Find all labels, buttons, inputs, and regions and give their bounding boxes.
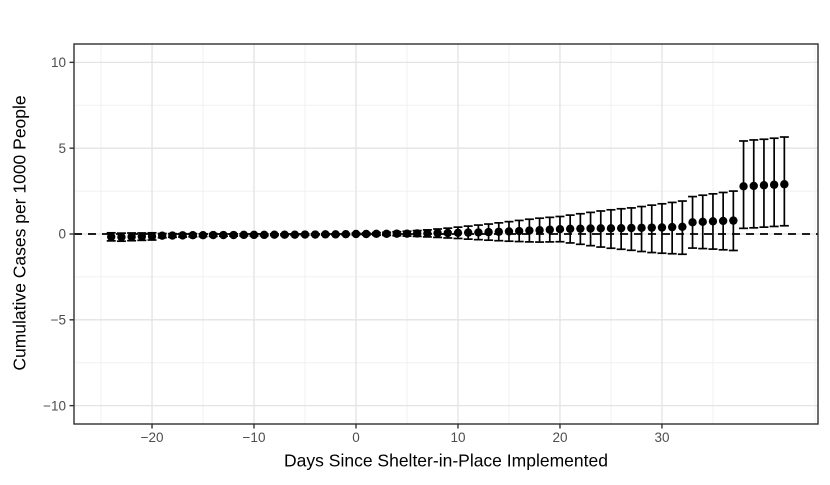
x-tick-labels: −20 −10 0 10 20 30 xyxy=(141,430,670,445)
y-axis-title: Cumulative Cases per 1000 People xyxy=(9,95,30,371)
svg-text:30: 30 xyxy=(654,430,669,445)
svg-text:0: 0 xyxy=(58,227,66,242)
svg-text:5: 5 xyxy=(58,141,66,156)
svg-text:−10: −10 xyxy=(43,398,66,413)
svg-text:−20: −20 xyxy=(141,430,164,445)
y-tick-labels: −10 −5 0 5 10 xyxy=(43,55,66,413)
svg-text:0: 0 xyxy=(352,430,360,445)
x-axis-title: Days Since Shelter-in-Place Implemented xyxy=(284,450,608,471)
axis-ticks xyxy=(69,61,663,429)
svg-text:−10: −10 xyxy=(243,430,266,445)
svg-text:20: 20 xyxy=(552,430,567,445)
svg-text:10: 10 xyxy=(450,430,465,445)
svg-text:−5: −5 xyxy=(51,313,66,328)
svg-text:10: 10 xyxy=(51,55,66,70)
point-estimates xyxy=(107,180,789,242)
